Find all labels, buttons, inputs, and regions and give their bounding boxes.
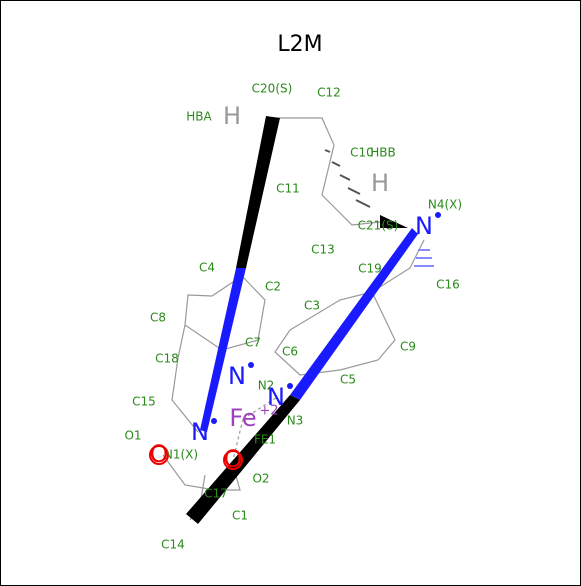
wedge-bond: [186, 395, 300, 524]
atom-label: C21(S): [358, 219, 399, 233]
atom-symbol: O: [150, 440, 169, 468]
atom-label: C3: [304, 299, 320, 313]
hashed-bonds: [324, 149, 434, 267]
atom-label: C20(S): [252, 82, 293, 96]
wedge-bond: [200, 268, 246, 432]
atom-charge: +2: [259, 404, 278, 419]
atom-label: C11: [276, 182, 300, 196]
atom-symbol: N: [267, 383, 285, 411]
atom-dot: [211, 418, 217, 424]
title: L2M: [277, 32, 322, 57]
atom-label: C13: [311, 243, 335, 257]
atom-dot: [248, 362, 254, 368]
atom-symbol: H: [223, 102, 241, 130]
atom-symbol: H: [371, 169, 389, 197]
atom-dot: [435, 212, 441, 218]
atom-label: C14: [161, 538, 185, 552]
atom-label: C12: [317, 86, 341, 100]
atom-label: C9: [400, 340, 416, 354]
atom-label: C19: [358, 262, 382, 276]
atom-label: C8: [150, 311, 166, 325]
atom-ring: [223, 450, 243, 470]
wedge-bond: [236, 116, 280, 268]
atom-dot: [287, 383, 293, 389]
atom-label: O2: [252, 472, 269, 486]
atom-label: FE1: [254, 433, 276, 447]
wedge-bond: [290, 228, 418, 400]
atom-label: C2: [265, 280, 281, 294]
atom-label: O1: [124, 429, 141, 443]
atom-label: C5: [340, 373, 356, 387]
atom-symbol: Fe: [229, 404, 256, 432]
atom-label: C10: [350, 146, 374, 160]
atom-label: HBA: [186, 110, 212, 124]
atom-label: C17: [204, 487, 228, 501]
atom-label: N2: [258, 379, 275, 393]
atom-label: C16: [436, 278, 460, 292]
atom-symbol: N: [191, 418, 209, 446]
atom-symbol: N: [415, 212, 433, 240]
atom-label: N3: [287, 414, 304, 428]
atom-label: HBB: [370, 146, 396, 160]
atom-label: C7: [245, 336, 261, 350]
atom-label: C1: [232, 509, 248, 523]
wedge-bond: [380, 215, 408, 228]
atom-label: C15: [132, 395, 156, 409]
atom-symbol: N: [228, 362, 246, 390]
atom-ring: [149, 445, 169, 465]
atom-label: C6: [282, 345, 298, 359]
atom-symbol: O: [224, 445, 243, 473]
atom-label: N1(X): [164, 448, 198, 462]
atom-label: C18: [155, 352, 179, 366]
atom-label: N4(X): [428, 198, 462, 212]
atom-label: C4: [199, 261, 215, 275]
